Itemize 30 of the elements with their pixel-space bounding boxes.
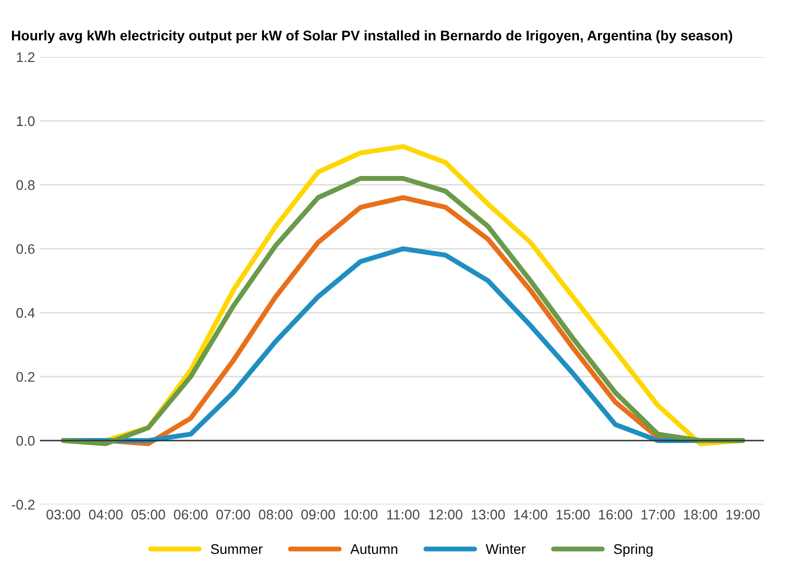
x-tick-label: 05:00 (131, 510, 166, 520)
y-tick-label: 1.0 (16, 116, 35, 126)
legend-label: Winter (486, 544, 526, 554)
x-tick-label: 03:00 (46, 510, 80, 520)
y-tick-label: 0.6 (16, 244, 35, 254)
y-tick-label: -0.2 (12, 500, 34, 510)
x-tick-label: 19:00 (726, 510, 760, 520)
x-tick-label: 07:00 (216, 510, 250, 520)
x-tick-label: 13:00 (472, 510, 505, 520)
legend-label: Autumn (350, 544, 398, 554)
x-tick-label: 18:00 (684, 510, 718, 520)
y-tick-label: 0.2 (16, 372, 34, 382)
legend-label: Spring (614, 544, 653, 557)
y-tick-label: 0.8 (16, 180, 35, 190)
x-tick-label: 14:00 (514, 510, 548, 520)
y-tick-label: 0.0 (16, 436, 35, 446)
legend-label: Summer (210, 544, 263, 554)
x-tick-label: 10:00 (344, 510, 378, 520)
x-tick-label: 08:00 (258, 510, 293, 520)
x-tick-label: 15:00 (556, 510, 590, 520)
x-tick-label: 12:00 (429, 510, 462, 520)
x-tick-label: 11:00 (387, 510, 420, 520)
chart-title: Hourly avg kWh electricity output per kW of Solar PV installed in Bernardo de Irigoyen, Argentina (by season) (12, 30, 732, 44)
y-tick-label: 0.4 (16, 308, 35, 318)
x-tick-label: 06:00 (174, 510, 208, 520)
y-tick-label: 1.2 (16, 52, 34, 62)
x-tick-label: 17:00 (642, 510, 675, 520)
x-tick-label: 04:00 (88, 510, 123, 520)
x-tick-label: 16:00 (599, 510, 632, 520)
x-tick-label: 09:00 (301, 510, 335, 520)
